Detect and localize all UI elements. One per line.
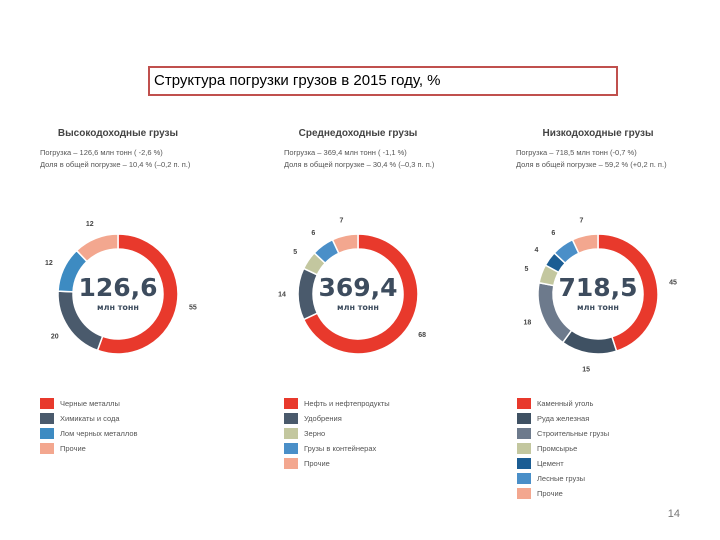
legend-swatch (517, 443, 531, 454)
legend-item: Руда железная (517, 411, 707, 426)
legend-label: Цемент (537, 459, 564, 468)
chart-title: Среднедоходные грузы (298, 128, 418, 139)
legend-label: Удобрения (304, 414, 342, 423)
donut-slice-прочие (571, 233, 599, 255)
data-label: 7 (339, 217, 343, 224)
legend-item: Химикаты и сода (40, 411, 230, 426)
data-label: 12 (86, 221, 94, 228)
legend-label: Нефть и нефтепродукты (304, 399, 390, 408)
legend-swatch (40, 413, 54, 424)
chart-legend: Нефть и нефтепродукты Удобрения Зерно Грузы… (284, 396, 474, 471)
chart-subtitle-loading: Погрузка – 718,5 млн тонн (-0,7 %) (516, 148, 637, 157)
chart-legend: Черные металлы Химикаты и сода Лом черных … (40, 396, 230, 456)
legend-swatch (517, 428, 531, 439)
chart-panel-low-revenue: Низкодоходные грузы Погрузка – 718,5 млн… (480, 120, 716, 500)
data-label: 5 (525, 266, 529, 273)
legend-label: Руда железная (537, 414, 590, 423)
chart-subtitle-share: Доля в общей погрузке – 10,4 % (–0,2 п. … (40, 160, 191, 169)
donut-center-unit: млн тонн (97, 303, 139, 312)
legend-item: Строительные грузы (517, 426, 707, 441)
legend-item: Промсырье (517, 441, 707, 456)
chart-panel-high-revenue: Высокодоходные грузы Погрузка – 126,6 мл… (0, 120, 236, 500)
donut-center-value: 718,5 (558, 273, 637, 302)
chart-subtitle-loading: Погрузка – 369,4 млн тонн ( -1,1 %) (284, 148, 407, 157)
data-label: 6 (311, 230, 315, 237)
legend-swatch (284, 413, 298, 424)
legend-item: Прочие (40, 441, 230, 456)
legend-label: Лом черных металлов (60, 429, 138, 438)
data-label: 6 (551, 230, 555, 237)
donut-slice-удобрения (297, 267, 319, 321)
legend-item: Грузы в контейнерах (284, 441, 474, 456)
data-label: 20 (51, 334, 59, 341)
legend-item: Зерно (284, 426, 474, 441)
legend-swatch (40, 398, 54, 409)
donut-center-unit: млн тонн (337, 303, 379, 312)
legend-item: Лом черных металлов (40, 426, 230, 441)
legend-swatch (517, 473, 531, 484)
donut-slice-прочие (331, 233, 359, 255)
legend-label: Строительные грузы (537, 429, 610, 438)
chart-panel-mid-revenue: Среднедоходные грузы Погрузка – 369,4 мл… (240, 120, 476, 500)
legend-label: Зерно (304, 429, 326, 438)
legend-swatch (284, 398, 298, 409)
data-label: 18 (523, 319, 531, 326)
data-label: 15 (582, 367, 590, 374)
legend-label: Лесные грузы (537, 474, 586, 483)
donut-center-value: 369,4 (318, 273, 397, 302)
legend-label: Грузы в контейнерах (304, 444, 377, 453)
slide-title: Структура погрузки грузов в 2015 году, % (148, 66, 618, 96)
legend-label: Химикаты и сода (60, 414, 120, 423)
legend-label: Прочие (60, 444, 86, 453)
chart-legend: Каменный уголь Руда железная Строительные … (517, 396, 707, 501)
donut-slice-руда-железная (561, 329, 618, 355)
chart-subtitle-share: Доля в общей погрузке – 59,2 % (+0,2 п. … (516, 160, 667, 169)
data-label: 12 (45, 260, 53, 267)
legend-swatch (284, 428, 298, 439)
legend-swatch (517, 398, 531, 409)
legend-swatch (284, 443, 298, 454)
legend-item: Каменный уголь (517, 396, 707, 411)
data-label: 4 (535, 247, 539, 254)
data-label: 55 (189, 305, 197, 312)
page-number: 14 (667, 508, 680, 520)
chart-title: Низкодоходные грузы (542, 128, 654, 139)
legend-swatch (517, 488, 531, 499)
chart-subtitle-share: Доля в общей погрузке – 30,4 % (–0,3 п. … (284, 160, 435, 169)
legend-swatch (517, 458, 531, 469)
legend-swatch (40, 428, 54, 439)
data-label: 45 (669, 280, 677, 287)
legend-item: Удобрения (284, 411, 474, 426)
donut-slice-нефть-и-нефтепродукты (302, 233, 419, 355)
legend-label: Черные металлы (60, 399, 120, 408)
legend-item: Прочие (284, 456, 474, 471)
donut-slice-прочие (75, 233, 119, 263)
legend-label: Прочие (537, 489, 563, 498)
data-label: 7 (579, 217, 583, 224)
legend-item: Лесные грузы (517, 471, 707, 486)
legend-swatch (284, 458, 298, 469)
data-label: 5 (293, 249, 297, 256)
data-label: 14 (278, 292, 286, 299)
legend-label: Промсырье (537, 444, 578, 453)
chart-title: Высокодоходные грузы (57, 128, 179, 139)
donut-center-value: 126,6 (78, 273, 157, 302)
legend-swatch (40, 443, 54, 454)
legend-item: Нефть и нефтепродукты (284, 396, 474, 411)
legend-label: Прочие (304, 459, 330, 468)
legend-item: Прочие (517, 486, 707, 501)
legend-swatch (517, 413, 531, 424)
legend-item: Черные металлы (40, 396, 230, 411)
legend-label: Каменный уголь (537, 399, 594, 408)
chart-subtitle-loading: Погрузка – 126,6 млн тонн ( -2,6 %) (40, 148, 163, 157)
legend-item: Цемент (517, 456, 707, 471)
data-label: 68 (418, 332, 426, 339)
donut-center-unit: млн тонн (577, 303, 619, 312)
